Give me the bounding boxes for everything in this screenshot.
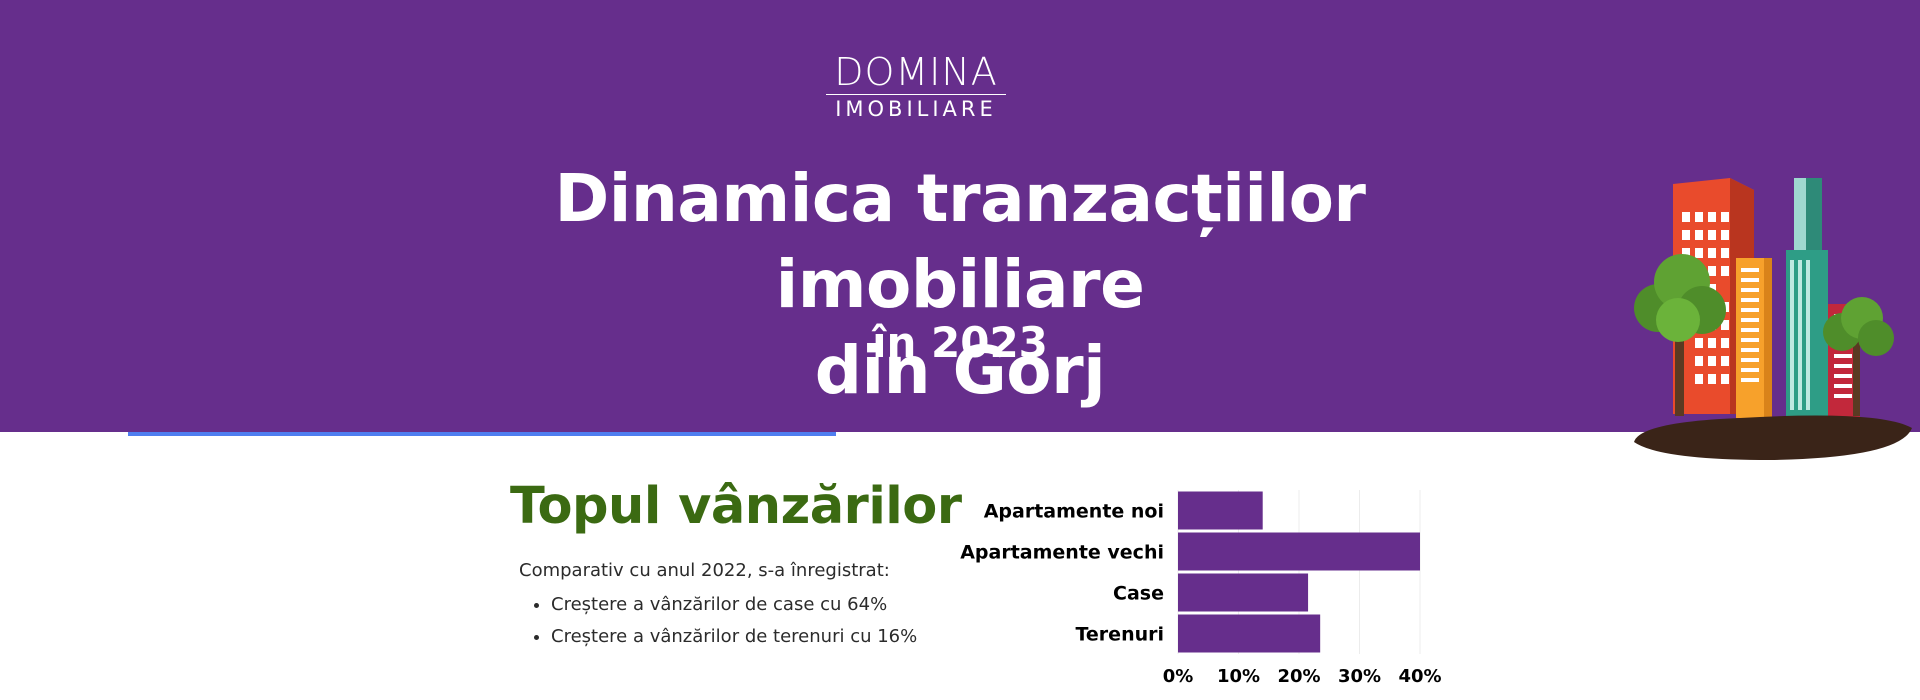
chart-tick-label: 40% — [1398, 666, 1441, 687]
highlight-item: Creștere a vânzărilor de terenuri cu 16% — [551, 621, 917, 653]
highlights-list: Creștere a vânzărilor de case cu 64% Cre… — [519, 589, 917, 653]
logo-tagline: IMOBILIARE — [835, 97, 997, 121]
chart-bars — [1178, 491, 1420, 653]
page-title: Dinamica tranzacțiilor imobiliare din Go… — [360, 156, 1560, 414]
brand-logo[interactable]: DOMINA IMOBILIARE — [826, 52, 1006, 124]
header-banner — [0, 0, 1920, 432]
tree-icon — [1634, 254, 1894, 416]
page-subtitle: în 2023 — [872, 318, 1048, 367]
logo-wordmark: DOMINA — [826, 52, 1006, 95]
chart-tick-label: 30% — [1338, 666, 1381, 687]
chart-tick-label: 10% — [1217, 666, 1260, 687]
accent-divider — [128, 432, 836, 436]
chart-tick-label: 20% — [1277, 666, 1320, 687]
chart-bar — [1178, 573, 1309, 612]
title-line-2: din Gorj — [814, 332, 1106, 409]
section-heading: Topul vânzărilor — [510, 477, 962, 536]
chart-tick-label: 0% — [1163, 666, 1194, 687]
sales-bar-chart: Apartamente noi Apartamente vechi Case Tere… — [960, 490, 1442, 687]
ground-shape — [1634, 415, 1912, 460]
chart-bar — [1178, 532, 1420, 571]
chart-category-label: Terenuri — [1075, 624, 1164, 646]
highlight-item: Creștere a vânzărilor de case cu 64% — [551, 589, 917, 621]
chart-category-label: Apartamente vechi — [960, 542, 1164, 564]
chart-category-label: Case — [1113, 583, 1164, 605]
title-line-1: Dinamica tranzacțiilor imobiliare — [554, 160, 1366, 323]
chart-bar — [1178, 614, 1321, 653]
chart-bar — [1178, 491, 1263, 530]
chart-tick-labels: 0% 10% 20% 30% 40% — [1163, 666, 1442, 687]
buildings-illustration — [1634, 178, 1912, 460]
chart-category-labels: Apartamente noi Apartamente vechi Case Tere… — [960, 501, 1164, 646]
chart-category-label: Apartamente noi — [984, 501, 1164, 523]
section-intro: Comparativ cu anul 2022, s-a înregistrat… — [519, 560, 890, 581]
